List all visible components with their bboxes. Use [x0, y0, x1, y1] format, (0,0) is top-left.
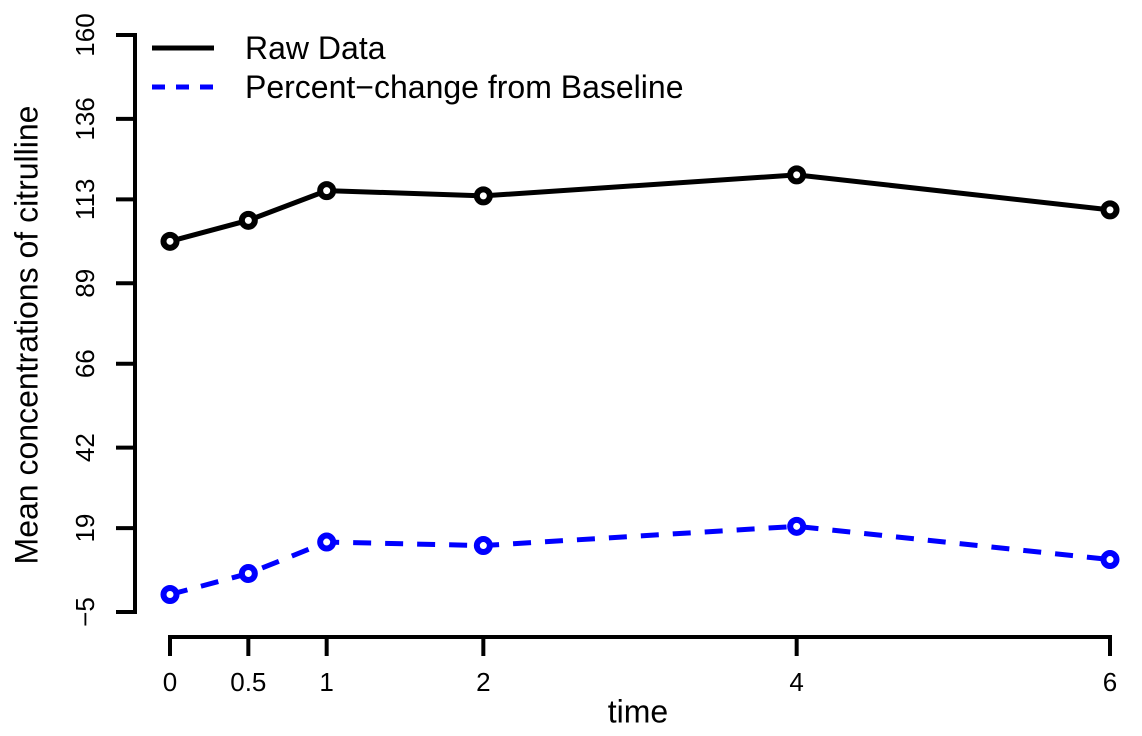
y-tick-label: 19: [70, 514, 100, 543]
y-tick-label: 66: [70, 349, 100, 378]
x-axis-label: time: [607, 693, 669, 730]
data-point: [1100, 200, 1120, 220]
y-tick-label: 42: [70, 433, 100, 462]
series-line-dashed: [169, 523, 1111, 597]
legend: Raw Data Percent−change from Baseline: [152, 28, 683, 106]
legend-dashed-line-icon: [152, 84, 214, 89]
x-tick-label: 0.5: [230, 667, 266, 697]
y-axis-label: Mean concentrations of citrulline: [8, 105, 45, 565]
legend-solid-line-icon: [152, 45, 214, 50]
y-tick-label: 113: [70, 179, 100, 220]
data-point: [160, 585, 180, 605]
legend-item-percent-change: Percent−change from Baseline: [152, 67, 683, 106]
data-point: [1100, 550, 1120, 570]
y-tick-label: −5: [70, 597, 100, 627]
legend-label-raw-data: Raw Data: [245, 29, 386, 66]
data-point: [473, 186, 493, 206]
data-point: [238, 210, 258, 230]
data-point: [317, 181, 337, 201]
y-tick-label: 89: [70, 269, 100, 298]
x-tick-label: 6: [1103, 667, 1117, 697]
x-tick-label: 2: [476, 667, 490, 697]
x-tick-label: 4: [789, 667, 803, 697]
data-point: [787, 516, 807, 536]
y-tick-label: 136: [70, 97, 100, 140]
data-point: [317, 532, 337, 552]
data-point: [238, 564, 258, 584]
y-tick-label: 160: [70, 13, 100, 56]
legend-label-percent-change: Percent−change from Baseline: [245, 68, 684, 105]
legend-item-raw-data: Raw Data: [152, 28, 683, 67]
data-point: [473, 536, 493, 556]
data-point: [160, 231, 180, 251]
x-tick-label: 0: [163, 667, 177, 697]
series-line-solid: [169, 172, 1111, 244]
data-point: [787, 165, 807, 185]
x-tick-label: 1: [319, 667, 333, 697]
